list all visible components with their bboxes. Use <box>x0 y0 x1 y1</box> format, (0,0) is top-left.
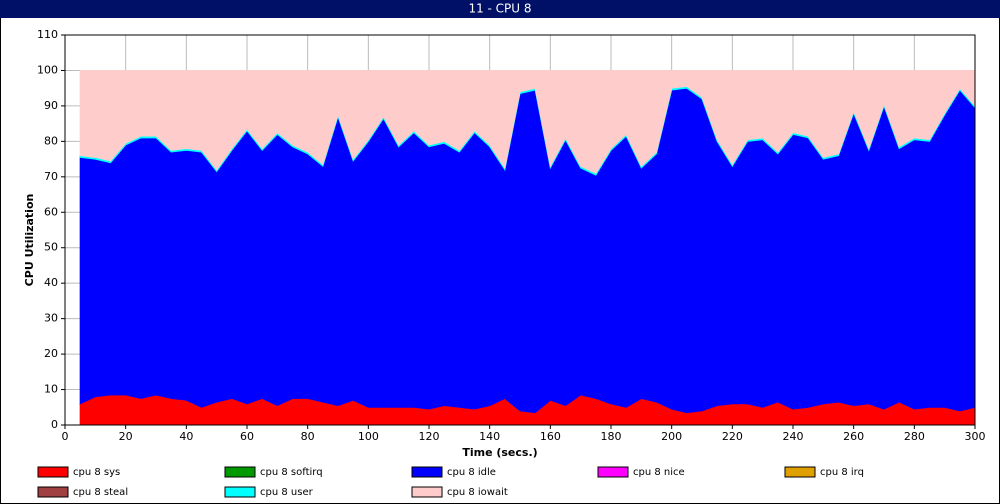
x-tick-label: 240 <box>783 430 804 443</box>
legend-label: cpu 8 idle <box>447 467 496 478</box>
plot-border <box>64 34 976 426</box>
y-tick-label: 110 <box>37 28 58 41</box>
legend-swatch <box>411 466 443 478</box>
x-tick-label: 220 <box>722 430 743 443</box>
legend-label: cpu 8 nice <box>633 467 685 478</box>
axes: 0 10 20 30 40 50 60 70 80 90 100 110 0 20 40 60 80 100 120… <box>37 28 986 443</box>
legend-label: cpu 8 user <box>260 487 314 498</box>
legend-label: cpu 8 sys <box>73 467 120 478</box>
legend-label: cpu 8 iowait <box>447 487 508 498</box>
x-tick-label: 40 <box>179 430 193 443</box>
y-tick-label: 90 <box>44 99 58 112</box>
y-tick-label: 70 <box>44 170 58 183</box>
legend-swatch <box>37 466 69 478</box>
legend: cpu 8 sys cpu 8 softirq cpu 8 idle cpu 8 ni… <box>37 466 864 498</box>
y-tick-label: 100 <box>37 63 58 76</box>
x-tick-label: 160 <box>540 430 561 443</box>
x-tick-label: 120 <box>419 430 440 443</box>
legend-label: cpu 8 softirq <box>260 467 323 478</box>
x-tick-label: 60 <box>240 430 254 443</box>
y-tick-label: 10 <box>44 383 58 396</box>
legend-swatch <box>37 486 69 498</box>
x-tick-label: 80 <box>301 430 315 443</box>
x-axis-label: Time (secs.) <box>462 446 537 459</box>
x-tick-label: 0 <box>62 430 69 443</box>
y-tick-label: 40 <box>44 276 58 289</box>
legend-swatch <box>224 466 256 478</box>
x-tick-label: 200 <box>661 430 682 443</box>
y-tick-label: 20 <box>44 347 58 360</box>
legend-swatch <box>597 466 629 478</box>
x-tick-label: 140 <box>479 430 500 443</box>
y-tick-label: 80 <box>44 134 58 147</box>
legend-swatch <box>784 466 816 478</box>
areas <box>79 69 976 426</box>
x-tick-label: 180 <box>601 430 622 443</box>
x-tick-label: 280 <box>904 430 925 443</box>
legend-label: cpu 8 steal <box>73 487 128 498</box>
title-bar <box>0 0 1000 18</box>
y-tick-label: 30 <box>44 312 58 325</box>
y-tick-label: 60 <box>44 205 58 218</box>
x-tick-label: 100 <box>358 430 379 443</box>
x-tick-label: 260 <box>843 430 864 443</box>
y-tick-label: 50 <box>44 241 58 254</box>
y-tick-label: 0 <box>51 418 58 431</box>
legend-swatch <box>224 486 256 498</box>
x-tick-label: 20 <box>119 430 133 443</box>
y-axis-label: CPU Utilization <box>23 194 36 287</box>
chart-title: 11 - CPU 8 <box>468 2 531 16</box>
legend-swatch <box>411 486 443 498</box>
x-tick-label: 300 <box>965 430 986 443</box>
legend-label: cpu 8 irq <box>820 467 864 478</box>
